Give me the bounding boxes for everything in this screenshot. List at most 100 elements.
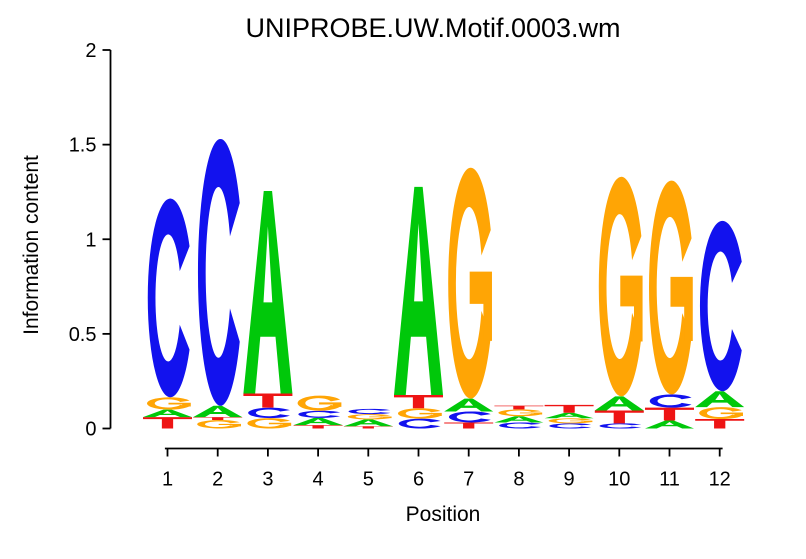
A-glyph-path bbox=[343, 419, 393, 427]
logo-letter-T-pos7 bbox=[444, 422, 494, 429]
T-glyph-path bbox=[645, 407, 694, 421]
C-glyph-path bbox=[448, 411, 491, 423]
logo-letter-C-pos1 bbox=[147, 198, 190, 398]
logo-letter-A-pos10 bbox=[594, 396, 644, 411]
logo-letter-G-pos3 bbox=[247, 418, 292, 429]
logo-letter-G-pos9 bbox=[548, 418, 593, 424]
T-glyph-path bbox=[343, 426, 393, 429]
T-glyph-path bbox=[243, 393, 293, 408]
C-glyph-path bbox=[549, 423, 592, 429]
x-tick-label: 1 bbox=[162, 469, 173, 491]
logo-letter-A-pos2 bbox=[193, 405, 243, 418]
G-glyph-path bbox=[419, 412, 442, 417]
A-glyph-path bbox=[695, 391, 745, 408]
A-glyph-path bbox=[645, 420, 694, 429]
x-tick-label: 3 bbox=[262, 469, 273, 491]
C-glyph-path bbox=[398, 418, 441, 429]
chart-title: UNIPROBE.UW.Motif.0003.wm bbox=[245, 13, 621, 43]
x-tick-label: 2 bbox=[212, 469, 223, 491]
logo-letter-C-pos12 bbox=[699, 220, 742, 392]
C-glyph-path bbox=[499, 422, 541, 429]
x-tick-label: 11 bbox=[659, 469, 680, 491]
logo-letter-T-pos5 bbox=[343, 426, 393, 429]
logo-letter-T-pos4 bbox=[293, 425, 343, 429]
G-glyph-path bbox=[498, 409, 541, 417]
G-glyph-path bbox=[347, 414, 391, 420]
logo-letter-T-pos8 bbox=[494, 405, 544, 410]
logo-letter-C-pos5 bbox=[348, 408, 391, 415]
C-glyph-path bbox=[298, 410, 341, 418]
logo-letter-A-pos12 bbox=[695, 391, 745, 408]
G-glyph-path bbox=[720, 412, 743, 417]
G-glyph-path bbox=[670, 276, 693, 341]
x-tick-label: 8 bbox=[513, 469, 524, 491]
logo-letter-T-pos1 bbox=[143, 417, 192, 429]
logo-letter-A-pos9 bbox=[544, 412, 594, 419]
y-tick-label: 1 bbox=[85, 229, 96, 251]
G-glyph-path bbox=[699, 407, 742, 420]
logo-letter-T-pos10 bbox=[594, 410, 644, 424]
logo-letter-G-pos10 bbox=[598, 176, 643, 397]
x-tick-label: 10 bbox=[608, 469, 630, 491]
logo-letter-C-pos10 bbox=[599, 423, 642, 429]
logo-letter-G-pos1 bbox=[146, 397, 191, 410]
C-glyph-path bbox=[599, 423, 642, 429]
y-tick-label: 0 bbox=[85, 419, 96, 441]
G-glyph-path bbox=[268, 422, 292, 426]
logo-letter-A-pos3 bbox=[243, 190, 293, 394]
G-glyph-path bbox=[397, 408, 441, 419]
logo-letter-C-pos7 bbox=[448, 411, 491, 423]
logo-letter-A-pos7 bbox=[444, 398, 494, 412]
logo-letter-A-pos1 bbox=[143, 409, 192, 418]
A-glyph-path bbox=[243, 190, 293, 394]
logo-letter-A-pos6 bbox=[394, 186, 443, 396]
A-glyph-path bbox=[193, 405, 243, 418]
x-tick-label: 12 bbox=[709, 469, 731, 491]
logo-letter-G-pos8 bbox=[498, 409, 543, 417]
T-glyph-path bbox=[695, 419, 745, 429]
logo-letter-G-pos5 bbox=[347, 414, 392, 420]
logo-letter-A-pos8 bbox=[494, 416, 544, 423]
G-glyph-path bbox=[297, 395, 341, 411]
logo-letter-T-pos9 bbox=[544, 404, 594, 413]
x-tick-label: 6 bbox=[413, 469, 424, 491]
logo-letter-T-pos2 bbox=[193, 417, 243, 420]
T-glyph-path bbox=[293, 425, 343, 429]
C-glyph-path bbox=[348, 408, 391, 415]
G-glyph-path bbox=[519, 412, 543, 415]
logo-letter-G-pos4 bbox=[297, 395, 342, 411]
T-glyph-path bbox=[193, 417, 243, 420]
T-glyph-path bbox=[394, 395, 443, 409]
logo-letter-C-pos11 bbox=[649, 394, 692, 408]
y-tick-label: 1.5 bbox=[69, 135, 97, 157]
logo-letter-C-pos4 bbox=[298, 410, 341, 418]
logo-letter-G-pos7 bbox=[448, 167, 492, 399]
T-glyph-path bbox=[444, 422, 494, 429]
C-glyph-path bbox=[699, 220, 742, 392]
G-glyph-path bbox=[197, 419, 240, 429]
C-glyph-path bbox=[197, 138, 240, 406]
A-glyph-path bbox=[494, 416, 544, 423]
G-glyph-path bbox=[168, 402, 191, 407]
logo-letter-T-pos11 bbox=[645, 407, 694, 421]
G-glyph-path bbox=[548, 418, 592, 424]
C-glyph-path bbox=[248, 407, 290, 419]
C-glyph-path bbox=[147, 198, 190, 398]
G-glyph-path bbox=[620, 275, 643, 342]
A-glyph-path bbox=[394, 186, 443, 396]
logo-letter-T-pos12 bbox=[695, 419, 745, 429]
logo-letter-G-pos11 bbox=[648, 180, 693, 395]
A-glyph-path bbox=[544, 412, 594, 419]
T-glyph-path bbox=[143, 417, 192, 429]
G-glyph-path bbox=[598, 176, 642, 397]
logo-letter-C-pos2 bbox=[197, 138, 240, 406]
logo-letter-T-pos6 bbox=[394, 395, 443, 409]
G-glyph-path bbox=[247, 418, 290, 429]
G-glyph-path bbox=[218, 423, 241, 427]
T-glyph-path bbox=[544, 404, 594, 413]
G-glyph-path bbox=[448, 167, 491, 399]
y-tick-label: 2 bbox=[85, 40, 96, 62]
G-glyph-path bbox=[369, 416, 392, 419]
